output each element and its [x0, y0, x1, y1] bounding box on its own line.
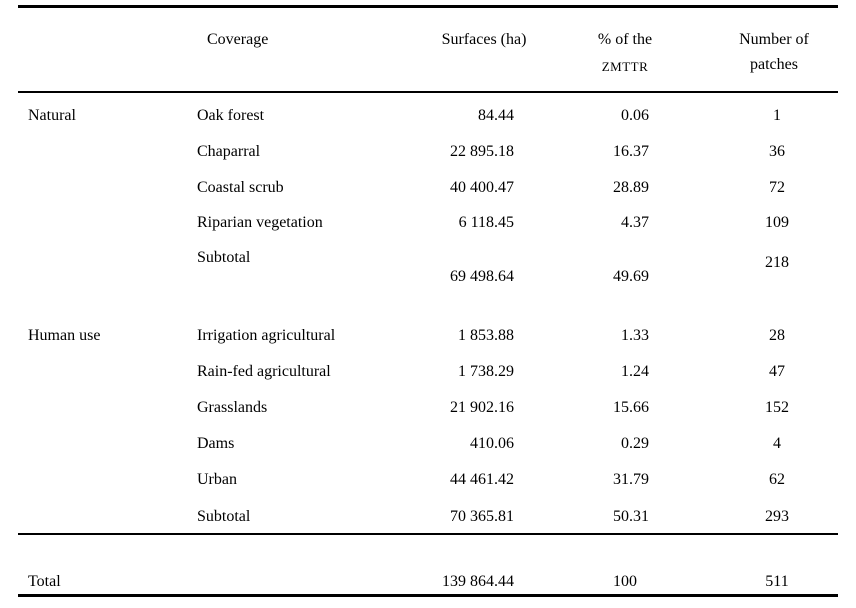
cell-coverage: Subtotal: [197, 249, 251, 266]
cell-patches: 28: [769, 327, 785, 344]
cell-coverage: Grasslands: [197, 399, 268, 416]
cell-coverage: Coastal scrub: [197, 179, 284, 196]
cell-surfaces: 22 895.18: [450, 143, 514, 160]
header-percent-line2: ZMTTR: [601, 59, 649, 74]
cell-percent: 1.24: [621, 363, 649, 380]
cell-percent: 31.79: [613, 471, 649, 488]
cell-patches: 62: [769, 471, 785, 488]
cell-surfaces: 21 902.16: [450, 399, 514, 416]
cell-percent: 1.33: [621, 327, 649, 344]
table-rule-top: [18, 5, 838, 8]
cell-coverage: Riparian vegetation: [197, 214, 323, 231]
cell-percent: 100: [613, 573, 637, 590]
cell-surfaces: 1 738.29: [458, 363, 514, 380]
cell-category: Natural: [28, 107, 76, 124]
cell-patches: 293: [765, 508, 789, 525]
cell-surfaces: 44 461.42: [450, 471, 514, 488]
cell-patches: 72: [769, 179, 785, 196]
cell-patches: 218: [765, 254, 789, 271]
header-patches-line2: patches: [750, 56, 798, 73]
cell-surfaces: 69 498.64: [450, 268, 514, 285]
cell-percent: 50.31: [613, 508, 649, 525]
table-rule-header: [18, 91, 838, 93]
cell-coverage: Subtotal: [197, 508, 251, 525]
cell-surfaces: 84.44: [478, 107, 514, 124]
cell-percent: 0.29: [621, 435, 649, 452]
cell-patches: 47: [769, 363, 785, 380]
cell-patches: 4: [773, 435, 781, 452]
cell-percent: 0.06: [621, 107, 649, 124]
cell-surfaces: 410.06: [470, 435, 514, 452]
cell-percent: 4.37: [621, 214, 649, 231]
cell-surfaces: 139 864.44: [442, 573, 514, 590]
header-surfaces: Surfaces (ha): [441, 31, 527, 48]
cell-patches: 152: [765, 399, 789, 416]
cell-patches: 109: [765, 214, 789, 231]
cell-coverage: Oak forest: [197, 107, 265, 124]
cell-patches: 1: [773, 107, 781, 124]
table-rule-before-total: [18, 533, 838, 535]
cell-coverage: Urban: [197, 471, 237, 488]
cell-percent: 16.37: [613, 143, 649, 160]
cell-coverage: Dams: [197, 435, 235, 452]
header-coverage: Coverage: [207, 31, 269, 48]
header-patches-line1: Number of: [739, 31, 809, 48]
cell-percent: 49.69: [613, 268, 649, 285]
cell-patches: 511: [765, 573, 789, 590]
cell-category: Human use: [28, 327, 101, 344]
cell-surfaces: 1 853.88: [458, 327, 514, 344]
cell-coverage: Chaparral: [197, 143, 261, 160]
cell-coverage: Rain-fed agricultural: [197, 363, 331, 380]
cell-coverage: Irrigation agricultural: [197, 327, 336, 344]
cell-category: Total: [28, 573, 61, 590]
cell-patches: 36: [769, 143, 785, 160]
cell-percent: 15.66: [613, 399, 649, 416]
cell-surfaces: 6 118.45: [458, 214, 514, 231]
cell-surfaces: 70 365.81: [450, 508, 514, 525]
header-percent-line1: % of the: [597, 31, 653, 48]
cell-surfaces: 40 400.47: [450, 179, 514, 196]
table-rule-bottom: [18, 594, 838, 597]
cell-percent: 28.89: [613, 179, 649, 196]
